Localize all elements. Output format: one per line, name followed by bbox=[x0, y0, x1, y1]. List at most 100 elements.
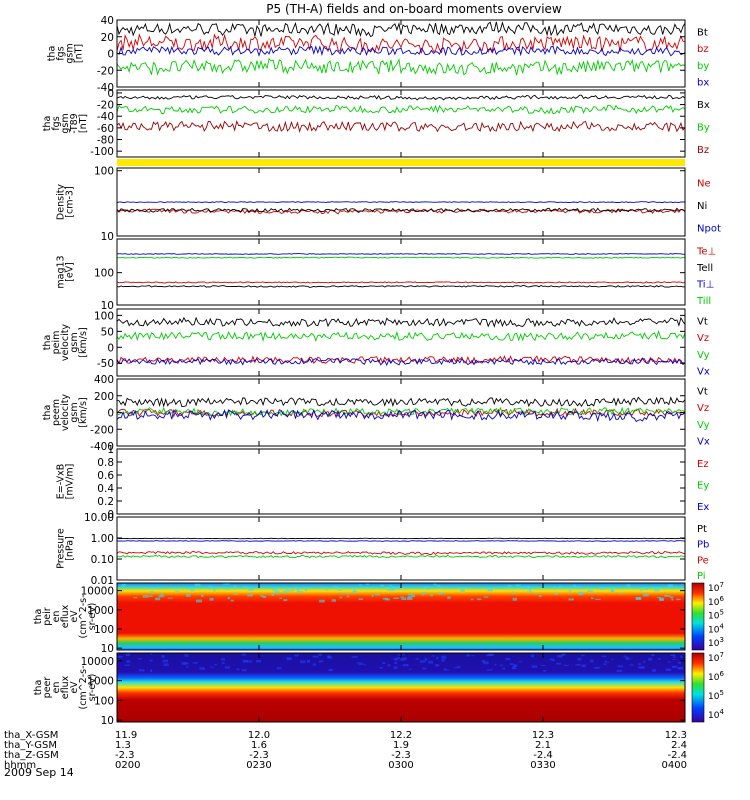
x-tick-label: -2.3 bbox=[249, 750, 269, 761]
series-line-Te⊥ bbox=[116, 281, 686, 284]
spectrogram-speckle bbox=[626, 658, 631, 660]
spectrogram-speckle bbox=[481, 660, 486, 663]
x-tick-label: 11.9 bbox=[115, 730, 137, 741]
legend-entry: Vy bbox=[697, 420, 710, 431]
spectrogram-speckle bbox=[625, 656, 629, 660]
spectrogram-speckle bbox=[395, 657, 401, 660]
x-tick-label: 12.2 bbox=[390, 730, 412, 741]
spectrogram-speckle bbox=[578, 591, 585, 594]
spectrogram-speckle bbox=[121, 589, 124, 592]
spectrogram-speckle bbox=[604, 660, 608, 663]
spectrogram-speckle bbox=[454, 667, 460, 669]
legend-entry: Ey bbox=[697, 481, 709, 492]
spectrogram-speckle bbox=[274, 590, 280, 594]
spectrogram-speckle bbox=[441, 658, 445, 662]
y-axis-label: sr-eV) bbox=[87, 603, 98, 631]
spectrogram-speckle bbox=[623, 655, 626, 658]
y-axis-label: peir bbox=[42, 607, 53, 626]
spectrogram-speckle bbox=[654, 588, 660, 592]
spectrogram-speckle bbox=[421, 591, 426, 594]
spectrogram-speckle bbox=[271, 593, 275, 596]
spectrogram-speckle bbox=[487, 588, 493, 592]
spectrogram-speckle bbox=[117, 592, 120, 595]
series-line-Pt bbox=[116, 537, 686, 540]
spectrogram-speckle bbox=[214, 664, 217, 666]
spectrogram-speckle bbox=[402, 664, 409, 667]
x-tick-label: 0400 bbox=[662, 760, 687, 771]
spectrogram-speckle bbox=[272, 588, 278, 591]
spectrogram-speckle bbox=[117, 655, 123, 658]
spectrogram-speckle bbox=[656, 596, 661, 598]
colorbar-label: 104 bbox=[708, 708, 724, 721]
y-axis-label: fgs bbox=[56, 46, 67, 60]
spectrogram-speckle bbox=[325, 589, 329, 591]
spectrogram-speckle bbox=[279, 597, 283, 599]
spectrogram-speckle bbox=[208, 585, 213, 589]
y-tick-label: 40 bbox=[101, 15, 114, 27]
spectrogram-speckle bbox=[233, 593, 238, 595]
series-line-by bbox=[116, 57, 686, 76]
spectrogram-speckle bbox=[557, 654, 563, 658]
legend-entry: Ne bbox=[697, 178, 711, 189]
y-tick-label: 1000 bbox=[87, 605, 114, 617]
spectrogram-speckle bbox=[578, 592, 584, 595]
spectrogram-speckle bbox=[149, 659, 153, 662]
y-axis-label: gsm bbox=[60, 113, 71, 133]
spectrogram-speckle bbox=[500, 664, 503, 667]
y-tick-label: 400 bbox=[94, 374, 114, 386]
spectrogram-speckle bbox=[150, 591, 154, 594]
x-tick-label: -2.3 bbox=[391, 750, 411, 761]
panel-frame bbox=[116, 238, 686, 306]
spectrogram-speckle bbox=[162, 659, 169, 663]
legend-entry: Vt bbox=[697, 316, 708, 327]
y-tick-label: -50 bbox=[97, 358, 114, 370]
y-tick-label: 100 bbox=[94, 268, 114, 280]
spectrogram-speckle bbox=[394, 662, 398, 664]
spectrogram-speckle bbox=[285, 589, 290, 593]
spectrogram-speckle bbox=[327, 655, 330, 659]
quality-bar bbox=[117, 159, 685, 166]
spectrogram-speckle bbox=[643, 588, 649, 591]
spectrogram-speckle bbox=[667, 661, 671, 663]
spectrogram-speckle bbox=[438, 592, 441, 595]
y-axis-label: Pressure bbox=[56, 528, 67, 569]
spectrogram-speckle bbox=[445, 669, 450, 671]
x-tick-label: 0200 bbox=[115, 760, 140, 771]
spectrogram-speckle bbox=[447, 596, 451, 599]
spectrogram-speckle bbox=[576, 586, 582, 589]
spectrogram-speckle bbox=[220, 658, 225, 661]
y-axis-label: tha bbox=[33, 680, 44, 696]
y-axis-label: [km/s] bbox=[78, 327, 89, 357]
x-tick-label: 1.3 bbox=[115, 740, 131, 751]
colorbar bbox=[691, 582, 705, 651]
colorbar-label: 107 bbox=[708, 651, 724, 664]
spectrogram-speckle bbox=[223, 583, 229, 585]
spectrogram-speckle bbox=[671, 598, 674, 601]
spectrogram-speckle bbox=[511, 591, 514, 595]
spectrogram-speckle bbox=[161, 655, 165, 658]
x-tick-label: -2.3 bbox=[115, 750, 135, 761]
spectrogram-speckle bbox=[296, 587, 300, 591]
spectrogram-speckle bbox=[286, 657, 292, 661]
legend-entry: By bbox=[697, 123, 710, 134]
y-tick-label: -200 bbox=[90, 424, 114, 436]
legend-entry: Te⊥ bbox=[696, 246, 716, 257]
series-line-Till bbox=[116, 256, 686, 259]
spectrogram-speckle bbox=[397, 587, 403, 590]
spectrogram-speckle bbox=[665, 668, 671, 671]
spectrogram-speckle bbox=[470, 598, 474, 601]
spectrogram-speckle bbox=[599, 586, 604, 590]
series-line-Vx bbox=[116, 357, 686, 367]
spectrogram-speckle bbox=[392, 586, 396, 590]
y-tick-label: -40 bbox=[97, 111, 114, 123]
spectrogram-speckle bbox=[658, 658, 661, 660]
spectrogram-speckle bbox=[230, 599, 234, 602]
legend-entry: Vz bbox=[697, 333, 709, 344]
y-tick-label: -60 bbox=[97, 123, 114, 135]
series-line-Vt bbox=[116, 316, 686, 328]
spectrogram-speckle bbox=[498, 587, 503, 590]
legend-entry: Till bbox=[696, 296, 711, 307]
spectrogram-speckle bbox=[530, 654, 535, 658]
series-line-Vy bbox=[116, 330, 686, 343]
spectrogram-speckle bbox=[592, 591, 595, 594]
